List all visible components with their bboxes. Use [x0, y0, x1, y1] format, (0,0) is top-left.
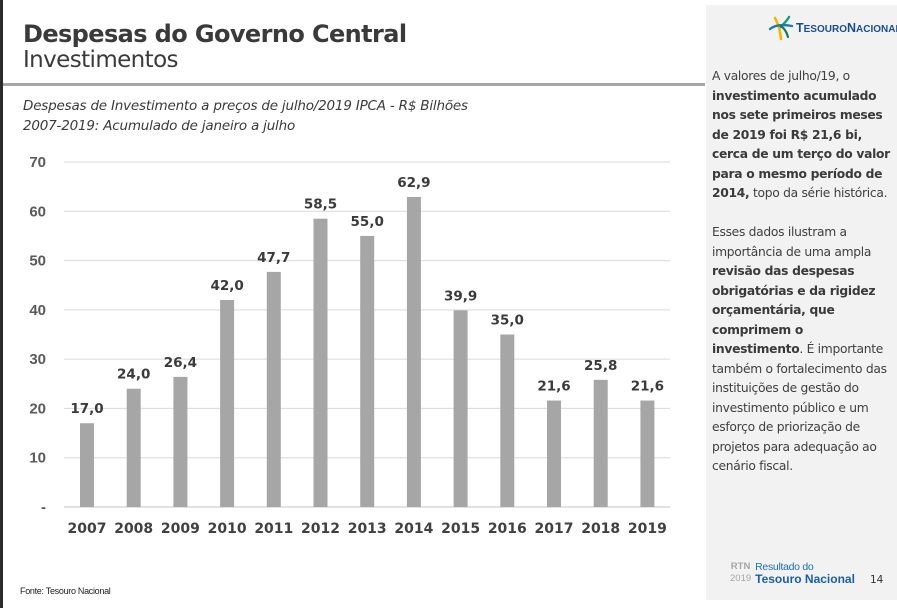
y-tick-label: 50 [29, 253, 46, 270]
bar-2013 [360, 235, 375, 507]
x-tick-label: 2009 [161, 521, 200, 537]
bars [80, 196, 655, 507]
rtn-badge: RTN 2019 Resultado do Tesouro Nacional [730, 561, 855, 585]
x-tick-label: 2013 [348, 521, 387, 537]
data-label-2015: 39,9 [444, 288, 477, 304]
data-label-2010: 42,0 [210, 278, 243, 294]
bar-2014 [406, 196, 421, 507]
logo-text: TESOURONACIONAL [796, 21, 897, 35]
y-tick-label: - [41, 499, 46, 516]
bar-2015 [453, 310, 468, 507]
left-border [0, 0, 3, 608]
bar-2011 [266, 271, 281, 507]
bar-2008 [126, 388, 141, 507]
data-label-2009: 26,4 [164, 355, 197, 371]
rtn-title: Resultado do Tesouro Nacional [755, 561, 855, 586]
sidebar-panel: TESOURONACIONAL A valores de julho/19, o… [706, 5, 897, 600]
data-label-2007: 17,0 [70, 401, 103, 417]
x-tick-label: 2015 [441, 521, 480, 537]
data-label-2012: 58,5 [304, 197, 337, 213]
y-axis-ticks: - 10 20 30 40 50 60 70 [29, 154, 46, 516]
source-note: Fonte: Tesouro Nacional [20, 586, 111, 596]
x-tick-label: 2008 [114, 521, 153, 537]
x-tick-label: 2018 [581, 521, 620, 537]
page-title: Despesas do Governo Central [23, 20, 407, 48]
x-axis-ticks: 2007 2008 2009 2010 2011 2012 2013 2014 2015 2016… [68, 521, 667, 537]
y-tick-label: 60 [29, 203, 46, 220]
bar-2017 [547, 400, 561, 507]
rtn-mark: RTN 2019 [730, 561, 752, 584]
data-label-2014: 62,9 [397, 175, 430, 191]
tesouro-nacional-logo: TESOURONACIONAL [768, 15, 897, 41]
chart-caption-line2: 2007-2019: Acumulado de janeiro a julho [23, 118, 296, 134]
data-label-2016: 35,0 [491, 313, 524, 329]
tesouro-star-icon [768, 15, 794, 41]
bar-chart: - 10 20 30 40 50 60 70 17,0 24,0 26,4 42,0 47,7 58,5… [29, 154, 670, 537]
sidebar-text: A valores de julho/19, o investimento ac… [712, 67, 894, 496]
data-labels: 17,0 24,0 26,4 42,0 47,7 58,5 55,0 62,9 39,9 35,0… [70, 175, 664, 417]
x-tick-label: 2011 [254, 521, 293, 537]
bar-2019 [640, 400, 655, 507]
bar-2007 [80, 423, 94, 507]
bar-2018 [593, 379, 608, 507]
data-label-2008: 24,0 [117, 367, 150, 383]
data-label-2011: 47,7 [257, 250, 290, 266]
page-number: 14 [870, 574, 884, 586]
title-divider [3, 83, 705, 86]
x-tick-label: 2014 [394, 521, 433, 537]
y-tick-label: 70 [29, 154, 46, 171]
x-tick-label: 2016 [488, 521, 527, 537]
sidebar-paragraph-1: A valores de julho/19, o investimento ac… [712, 69, 890, 200]
data-label-2018: 25,8 [584, 358, 617, 374]
data-label-2019: 21,6 [631, 379, 664, 395]
x-tick-label: 2017 [535, 521, 574, 537]
y-tick-label: 10 [29, 450, 46, 467]
bar-2016 [500, 334, 515, 507]
data-label-2013: 55,0 [351, 214, 384, 230]
chart-caption: Despesas de Investimento a preços de jul… [23, 96, 468, 136]
page-subtitle: Investimentos [23, 47, 179, 73]
bar-2012 [313, 218, 328, 507]
bar-2010 [220, 300, 235, 507]
y-tick-label: 30 [29, 351, 46, 368]
x-tick-label: 2007 [68, 521, 107, 537]
chart-caption-line1: Despesas de Investimento a preços de jul… [23, 98, 468, 114]
data-label-2017: 21,6 [537, 379, 570, 395]
x-tick-label: 2012 [301, 521, 340, 537]
x-tick-label: 2019 [628, 521, 667, 537]
x-tick-label: 2010 [208, 521, 247, 537]
sidebar-paragraph-2: Esses dados ilustram a importância de um… [712, 225, 887, 473]
bar-2009 [173, 376, 188, 507]
y-tick-label: 40 [29, 302, 46, 319]
y-tick-label: 20 [29, 400, 46, 417]
